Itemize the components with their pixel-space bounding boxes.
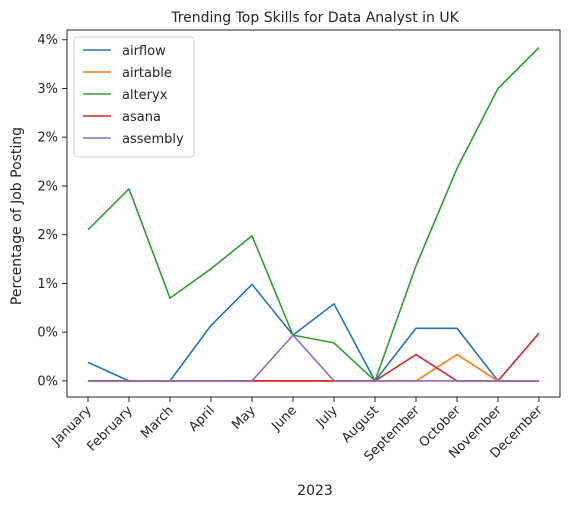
legend-box [73, 36, 195, 158]
y-tick-label-6: 3% [37, 82, 58, 97]
legend-label-assembly: assembly [122, 132, 184, 147]
x-tick-label-april: April [186, 403, 218, 435]
x-tick-label-february: February [84, 403, 136, 455]
series-line-airflow [87, 283, 539, 382]
y-tick-label-0: 0% [37, 374, 58, 389]
y-tick-label-5: 2% [37, 131, 58, 146]
legend-label-airtable: airtable [122, 66, 172, 81]
y-tick-label-2: 1% [37, 277, 58, 292]
plot-frame [66, 29, 561, 398]
x-tick-label-may: May [229, 403, 259, 433]
legend-label-alteryx: alteryx [122, 88, 168, 103]
y-tick-label-1: 0% [37, 326, 58, 341]
x-axis-label: 2023 [297, 483, 333, 499]
x-tick-label-july: July [313, 403, 341, 431]
y-tick-label-4: 2% [37, 179, 58, 194]
series-line-alteryx [87, 46, 540, 382]
legend: airflow airtable alteryx asana assembly [73, 36, 195, 158]
series-line-assembly [88, 334, 539, 382]
x-tick-label-june: June [268, 403, 299, 434]
y-tick-label-7: 4% [37, 33, 58, 48]
chart-title: Trending Top Skills for Data Analyst in … [170, 10, 459, 26]
legend-label-asana: asana [122, 110, 161, 125]
y-axis-label: Percentage of Job Posting [9, 127, 25, 305]
y-tick-label-3: 2% [37, 228, 58, 243]
legend-label-airflow: airflow [122, 44, 166, 59]
x-tick-label-march: March [138, 403, 177, 442]
